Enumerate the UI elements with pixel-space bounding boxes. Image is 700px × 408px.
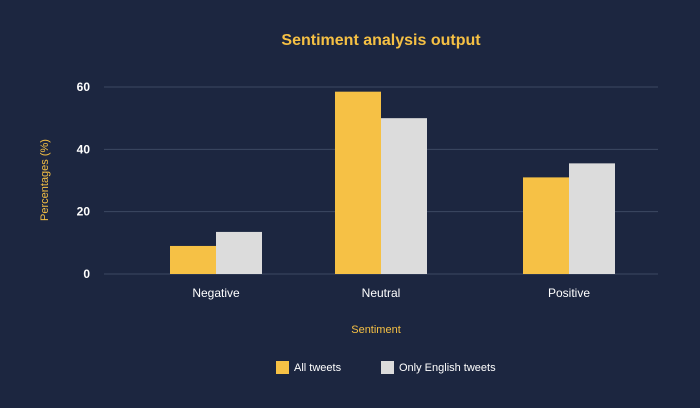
bar-neutral-all-tweets: [335, 91, 381, 274]
legend-label: All tweets: [294, 362, 342, 374]
bar-negative-only-english-tweets: [216, 231, 262, 274]
x-tick-label: Negative: [192, 286, 240, 300]
bars: [170, 91, 615, 275]
bar-negative-all-tweets: [170, 245, 216, 274]
legend-swatch: [276, 361, 289, 374]
y-tick-label: 0: [83, 267, 90, 281]
x-axis-title: Sentiment: [351, 324, 401, 336]
x-tick-label: Positive: [548, 286, 590, 300]
legend-label: Only English tweets: [399, 362, 496, 374]
legend-swatch: [381, 361, 394, 374]
x-tick-label: Neutral: [362, 286, 401, 300]
bar-positive-all-tweets: [523, 177, 569, 274]
legend: All tweets Only English tweets: [276, 361, 496, 374]
y-tick-label: 20: [77, 205, 91, 219]
y-tick-labels: 0 20 40 60: [77, 80, 91, 281]
y-axis-title: Percentages (%): [39, 139, 51, 221]
bar-neutral-only-english-tweets: [381, 118, 427, 275]
bar-positive-only-english-tweets: [569, 163, 615, 274]
y-tick-label: 60: [77, 80, 91, 94]
chart-title: Sentiment analysis output: [281, 32, 481, 49]
y-tick-label: 40: [77, 142, 91, 156]
category-labels: Negative Neutral Positive: [192, 286, 590, 300]
